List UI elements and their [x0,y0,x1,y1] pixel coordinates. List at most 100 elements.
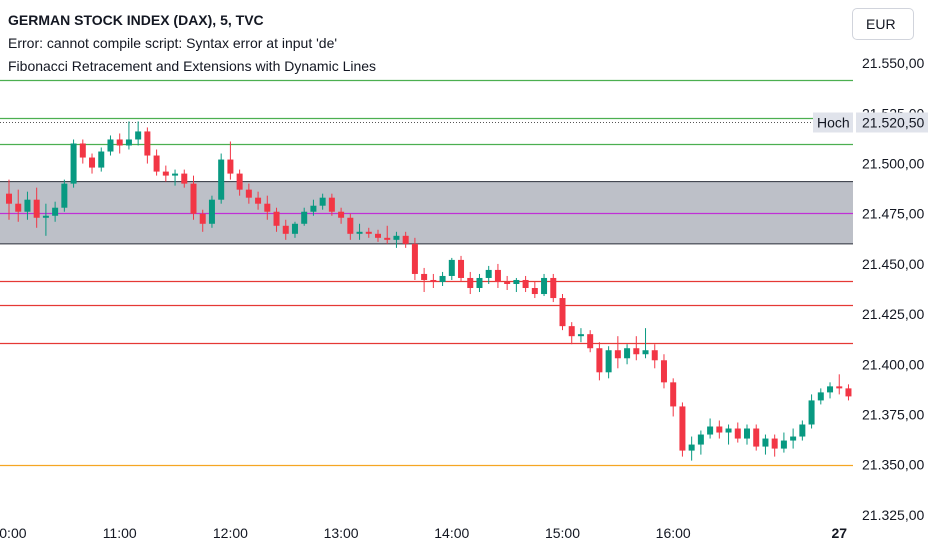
candle-up [356,223,363,240]
candle-body [753,428,760,447]
candle-up [24,191,31,220]
candle-body [236,173,243,190]
candle-down [753,424,760,451]
candle-body [79,143,86,158]
candle-body [836,386,843,389]
candle-up [513,277,520,293]
candle-down [365,227,372,238]
candle-up [208,195,215,228]
candle-up [605,346,612,379]
candle-body [448,259,455,276]
candle-up [780,432,787,453]
x-tick-label: 14:00 [434,525,469,541]
candle-down [771,434,778,457]
x-tick-label: 13:00 [324,525,359,541]
candle-body [744,428,750,439]
chart-legend: GERMAN STOCK INDEX (DAX), 5, TVC Error: … [8,9,376,78]
candle-down [282,219,289,240]
candle-body [107,139,114,152]
candle-up [697,430,704,455]
candle-down [162,165,169,182]
candle-body [808,400,815,425]
candle-body [347,217,354,234]
candle-up [744,424,750,445]
candle-body [771,438,778,449]
candle-body [504,281,511,284]
candle-down [651,344,658,369]
candle-up [799,420,806,441]
candle-body [550,277,557,299]
x-tick-label: 15:00 [545,525,580,541]
zone-layer [0,181,853,245]
candle-body [559,298,566,327]
candle-body [790,436,797,441]
candle-body [402,235,409,244]
candle-up [448,257,455,280]
high-price-text: 21.520,50 [862,115,924,131]
candle-body [282,225,289,234]
candle-down [273,207,280,232]
candle-body [679,406,686,451]
indicator-name[interactable]: Fibonacci Retracement and Extensions wit… [8,58,377,74]
candle-body [531,288,538,295]
candle-down [716,420,723,439]
candle-up [485,265,492,284]
candle-down [375,229,381,242]
candle-down [633,336,640,361]
candle-down [245,183,252,204]
candle-up [577,328,584,343]
candle-down [6,179,12,220]
candle-body [596,348,603,373]
candle-down [421,267,428,293]
candle-down [660,354,667,389]
candle-body [541,277,548,295]
candle-body [33,199,40,218]
candle-down [559,294,566,331]
candle-down [522,275,529,293]
candle-body [208,199,215,224]
high-marker: Hoch 21.520,50 [813,112,928,133]
candle-body [319,197,326,206]
high-label-text: Hoch [817,115,850,131]
candle-down [264,195,271,220]
candle-down [587,330,594,353]
candle-up [688,436,695,461]
candle-down [116,133,123,154]
candle-up [107,135,114,156]
candle-up [310,199,317,216]
candle-body [513,279,520,284]
candle-body [375,233,381,238]
candle-body [568,326,575,337]
candle-body [780,440,787,449]
chart-title[interactable]: GERMAN STOCK INDEX (DAX), 5, TVC [8,12,264,28]
candle-body [725,428,732,433]
candle-body [827,386,834,393]
candle-body [614,350,621,359]
candle-down [144,127,151,164]
candle-down [199,209,206,232]
candle-body [70,143,77,184]
candle-up [301,207,308,226]
candle-down [836,374,843,395]
x-tick-label: 12:00 [213,525,248,541]
candle-down [227,141,234,180]
candle-body [245,189,252,198]
candle-body [52,207,59,216]
candle-body [135,131,142,140]
candle-body [845,388,852,397]
candle-body [762,438,769,447]
candle-up [476,273,483,293]
candle-body [218,159,225,200]
candle-up [439,271,446,286]
candles [6,121,852,461]
candle-down [430,273,437,289]
candle-down [347,213,354,240]
candle-body [384,237,391,240]
x-tick-label: 27 [831,525,847,541]
candle-body [291,223,298,234]
candle-down [33,187,40,228]
candle-up [827,382,834,399]
currency-button[interactable]: EUR [852,8,914,40]
script-error-message: Error: cannot compile script: Syntax err… [8,35,338,51]
